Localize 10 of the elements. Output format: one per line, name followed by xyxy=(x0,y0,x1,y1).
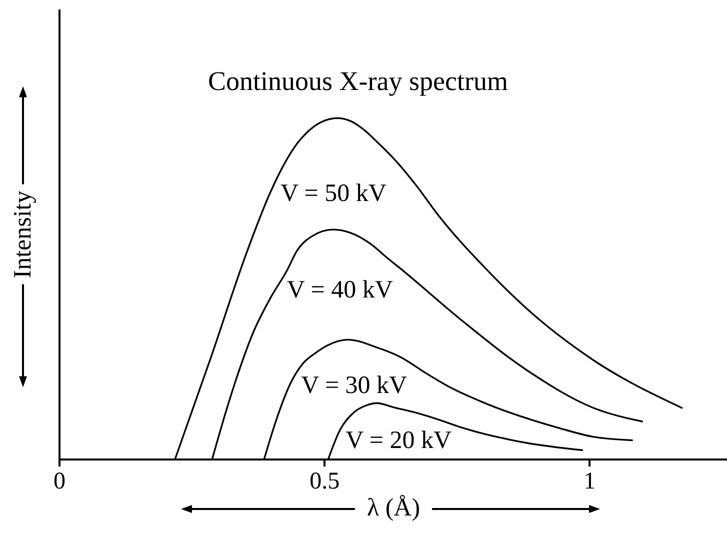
chart-title: Continuous X-ray spectrum xyxy=(208,66,508,96)
series-label: V = 50 kV xyxy=(280,180,386,207)
x-axis-title: λ (Å) xyxy=(366,494,420,522)
y-axis-title: Intensity xyxy=(10,190,36,278)
series-label: V = 30 kV xyxy=(301,372,408,400)
x-tick-label: 0.5 xyxy=(310,468,340,494)
series-label: V = 40 kV xyxy=(286,276,393,304)
series-label: V = 20 kV xyxy=(346,427,452,454)
x-tick-label: 1 xyxy=(584,468,596,494)
x-tick-label: 0 xyxy=(54,468,66,494)
